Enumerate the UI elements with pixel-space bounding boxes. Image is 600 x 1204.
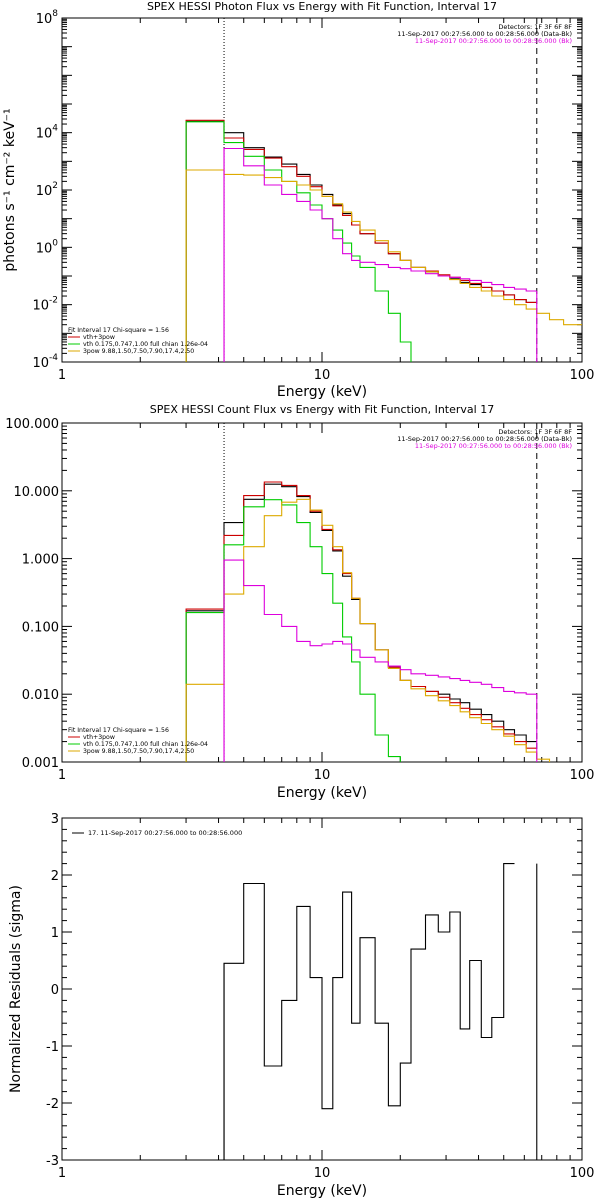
series-line-2 [185,481,537,762]
y-tick-label: -3 [46,1154,59,1169]
y-tick-label: 3 [51,812,59,827]
legend-top-entry: Detectors: 1F 3F 6F 8F [498,23,572,31]
y-tick-label: 10-2 [32,296,58,314]
y-tick-label: 10.000 [14,485,60,500]
legend-bottom-entry: Fit Interval 17 Chi-square = 1.56 [68,727,169,734]
x-tick-label: 10 [314,768,331,783]
series-line-2 [185,119,537,362]
legend-bottom-entry: Fit Interval 17 Chi-square = 1.56 [68,327,169,334]
y-tick-label: -1 [46,1040,59,1055]
legend-bottom-entry: vth 0.175,0.747,1.00 full chian 1.26e-04 [83,341,208,348]
legend-top-entry: 17. 11-Sep-2017 00:27:56.000 to 00:28:56… [88,829,242,837]
y-tick-label: 0 [51,983,59,998]
legend-bottom-entry: vth 0.175,0.747,1.00 full chian 1.26e-04 [83,741,208,748]
x-tick-label: 1 [58,1166,66,1181]
x-tick-label: 1 [58,768,66,783]
chart-panel-1: SPEX HESSI Photon Flux vs Energy with Fi… [2,0,594,400]
y-tick-label: 1 [51,926,59,941]
x-tick-label: 100 [570,768,595,783]
y-tick-label: -2 [46,1097,59,1112]
x-axis-label: Energy (keV) [277,384,367,400]
chart-panel-3: 1 10 100 Energy (keV) -3 -2 -1 0 1 2 3 Normalized R… [8,812,594,1199]
chart-title: SPEX HESSI Count Flux vs Energy with Fit… [150,403,494,416]
y-tick-label: 102 [36,181,58,199]
y-tick-label: 108 [36,9,59,27]
legend-bottom-entry: 3pow 9.88,1.50,7.50,7.90,17.4,2.50 [83,348,194,355]
legend-top-entry: 11-Sep-2017 00:27:56.000 to 00:28:56.000… [397,30,572,38]
legend-bottom-entry: 3pow 9.88,1.50,7.50,7.90,17.4,2.50 [83,748,194,755]
x-tick-label: 10 [314,1166,331,1181]
y-tick-label: 0.010 [22,688,59,703]
legend-top-entry: 11-Sep-2017 00:27:56.000 to 00:28:56.000… [397,435,572,443]
series-line-1 [185,483,537,762]
series-line-1 [185,120,537,362]
y-tick-label: 100 [36,238,59,256]
x-tick-label: 100 [570,1166,595,1181]
x-tick-label: 1 [58,368,66,383]
y-tick-label: 100.000 [5,417,59,432]
x-axis-label: Energy (keV) [277,1183,367,1199]
y-tick-label: 10-4 [32,353,58,371]
series-line-3 [185,499,401,762]
plot-frame [61,422,583,763]
x-axis-label: Energy (keV) [277,785,367,801]
chart-title: SPEX HESSI Photon Flux vs Energy with Fi… [147,0,497,13]
y-tick-label: 0.100 [22,620,59,635]
series-line-4 [185,169,582,362]
series-line-4 [185,498,551,762]
legend-top-entry: 11-Sep-2017 00:27:56.000 to 00:28:56.000… [415,37,572,45]
chart-panel-2: SPEX HESSI Count Flux vs Energy with Fit… [5,403,595,801]
series-line-1 [223,863,515,1160]
y-tick-label: 1.000 [22,553,59,568]
y-tick-label: 0.001 [22,756,59,771]
x-tick-label: 10 [314,368,331,383]
y-axis-label: photons s⁻¹ cm⁻² keV⁻¹ [2,108,18,271]
legend-top-entry: Detectors: 1F 3F 6F 8F [498,428,572,436]
legend-bottom-entry: vth+3pow [83,334,115,341]
y-tick-label: 104 [36,124,59,142]
y-tick-label: 2 [51,869,59,884]
series-line-5 [223,559,537,762]
legend-top-entry: 11-Sep-2017 00:27:56.000 to 00:28:56.000… [415,442,572,450]
x-tick-label: 100 [570,368,595,383]
y-axis-label: Normalized Residuals (sigma) [8,885,24,1093]
series-line-5 [223,147,537,362]
legend-bottom-entry: vth+3pow [83,734,115,741]
